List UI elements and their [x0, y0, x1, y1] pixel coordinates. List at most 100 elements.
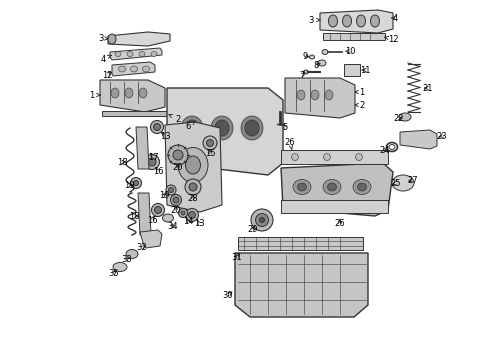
Text: 19: 19	[124, 180, 134, 189]
Polygon shape	[344, 64, 360, 76]
Text: 6: 6	[185, 121, 196, 131]
Polygon shape	[285, 78, 355, 118]
Polygon shape	[281, 200, 388, 213]
Ellipse shape	[241, 116, 263, 140]
Ellipse shape	[189, 212, 196, 219]
Polygon shape	[235, 253, 368, 317]
Ellipse shape	[255, 213, 269, 226]
Ellipse shape	[133, 180, 139, 185]
Ellipse shape	[130, 66, 138, 72]
Text: 16: 16	[153, 166, 163, 176]
Ellipse shape	[151, 51, 157, 57]
Text: 1: 1	[355, 87, 365, 96]
Ellipse shape	[297, 90, 305, 100]
Text: 3: 3	[98, 33, 108, 42]
Polygon shape	[138, 193, 151, 235]
Text: 16: 16	[147, 216, 157, 225]
Polygon shape	[110, 48, 162, 60]
Text: 18: 18	[117, 158, 127, 166]
Ellipse shape	[139, 51, 145, 57]
Ellipse shape	[356, 153, 363, 161]
Ellipse shape	[153, 123, 161, 131]
Ellipse shape	[325, 90, 333, 100]
Ellipse shape	[293, 180, 311, 194]
Polygon shape	[281, 150, 388, 164]
Ellipse shape	[189, 183, 197, 191]
Text: 23: 23	[437, 131, 447, 140]
Text: 3: 3	[308, 15, 320, 24]
Ellipse shape	[297, 183, 307, 191]
Ellipse shape	[311, 90, 319, 100]
Text: 13: 13	[160, 131, 171, 140]
Ellipse shape	[143, 66, 149, 72]
Ellipse shape	[166, 185, 176, 195]
Ellipse shape	[343, 15, 351, 27]
Ellipse shape	[186, 156, 200, 174]
Text: 18: 18	[129, 212, 139, 220]
Polygon shape	[323, 33, 385, 40]
Ellipse shape	[181, 211, 185, 215]
Ellipse shape	[185, 179, 201, 195]
Ellipse shape	[251, 209, 273, 231]
Ellipse shape	[323, 153, 330, 161]
Ellipse shape	[151, 203, 165, 216]
Text: 32: 32	[137, 243, 147, 252]
Ellipse shape	[154, 207, 162, 213]
Polygon shape	[320, 10, 393, 33]
Ellipse shape	[178, 148, 208, 183]
Polygon shape	[102, 111, 168, 116]
Ellipse shape	[303, 70, 309, 74]
Text: 17: 17	[147, 153, 158, 162]
Ellipse shape	[145, 154, 160, 170]
Ellipse shape	[168, 145, 188, 165]
Ellipse shape	[260, 217, 265, 222]
Bar	[238, 237, 363, 250]
Ellipse shape	[111, 88, 119, 98]
Text: 25: 25	[391, 179, 401, 188]
Ellipse shape	[115, 51, 121, 57]
Ellipse shape	[148, 158, 156, 166]
Ellipse shape	[173, 197, 179, 203]
Ellipse shape	[357, 15, 366, 27]
Ellipse shape	[328, 15, 338, 27]
Text: 15: 15	[205, 149, 215, 158]
Polygon shape	[140, 230, 162, 248]
Text: 19: 19	[159, 190, 169, 199]
Ellipse shape	[181, 116, 203, 140]
Ellipse shape	[126, 249, 138, 258]
Ellipse shape	[323, 180, 341, 194]
Text: 9: 9	[302, 51, 309, 60]
Ellipse shape	[139, 88, 147, 98]
Polygon shape	[136, 127, 149, 169]
Polygon shape	[281, 163, 393, 216]
Text: 24: 24	[380, 145, 390, 154]
Polygon shape	[400, 130, 437, 149]
Ellipse shape	[169, 188, 173, 193]
Polygon shape	[100, 80, 165, 112]
Ellipse shape	[178, 208, 188, 217]
Ellipse shape	[150, 121, 164, 134]
Text: 26: 26	[285, 138, 295, 149]
Ellipse shape	[353, 180, 371, 194]
Text: 12: 12	[385, 35, 398, 44]
Polygon shape	[165, 122, 222, 212]
Text: 31: 31	[232, 253, 243, 262]
Polygon shape	[167, 88, 283, 175]
Text: 8: 8	[313, 60, 320, 69]
Ellipse shape	[292, 153, 298, 161]
Text: 4: 4	[392, 14, 397, 23]
Ellipse shape	[186, 208, 198, 221]
Ellipse shape	[310, 55, 315, 59]
Text: 28: 28	[188, 194, 198, 202]
Ellipse shape	[327, 183, 337, 191]
Ellipse shape	[322, 50, 328, 54]
Ellipse shape	[119, 66, 125, 72]
Ellipse shape	[173, 150, 183, 160]
Text: 33: 33	[122, 255, 132, 264]
Text: 5: 5	[282, 122, 288, 131]
Text: 10: 10	[345, 46, 355, 55]
Text: 13: 13	[194, 219, 204, 228]
Text: 21: 21	[423, 84, 433, 93]
Ellipse shape	[318, 60, 326, 66]
Ellipse shape	[245, 120, 259, 136]
